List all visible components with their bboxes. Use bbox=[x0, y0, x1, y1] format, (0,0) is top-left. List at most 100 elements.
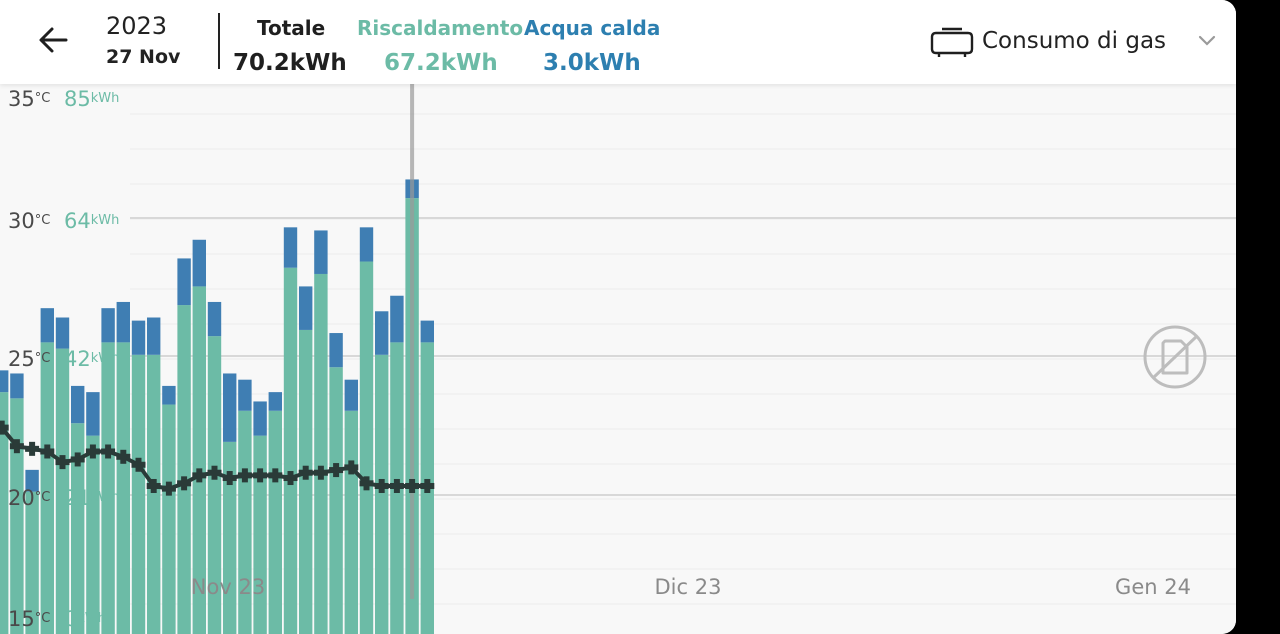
temp-axis-label: 20°C bbox=[8, 486, 50, 510]
hot-water-bar bbox=[314, 230, 328, 274]
total-label: Totale bbox=[257, 16, 326, 40]
temperature-point bbox=[9, 439, 24, 454]
hot-water-bar bbox=[420, 320, 434, 343]
hot-water-bar bbox=[25, 469, 39, 492]
hot-water-bar bbox=[238, 379, 252, 411]
temp-axis-label: 30°C bbox=[8, 209, 50, 233]
hot-water-bar bbox=[223, 373, 237, 442]
hot-water-bar bbox=[86, 392, 100, 436]
hot-water-bar bbox=[116, 301, 130, 343]
heating-bar bbox=[116, 342, 130, 634]
energy-axis-label: 0kWh bbox=[64, 607, 106, 631]
hot-water-value: 3.0kWh bbox=[543, 50, 641, 76]
temperature-point bbox=[131, 457, 146, 472]
chevron-down-icon bbox=[1198, 35, 1216, 46]
selection-cursor bbox=[410, 84, 415, 599]
hot-water-bar bbox=[253, 401, 267, 436]
hot-water-bar bbox=[131, 320, 146, 355]
heating-bar bbox=[40, 342, 54, 634]
temperature-point bbox=[237, 468, 252, 483]
temperature-point bbox=[116, 449, 131, 464]
heating-bar bbox=[177, 305, 191, 634]
heating-bar bbox=[86, 435, 100, 634]
radiator-icon bbox=[930, 27, 974, 57]
selected-year: 2023 bbox=[106, 12, 168, 40]
energy-axis-label: 64kWh bbox=[64, 209, 119, 233]
hot-water-bar bbox=[390, 295, 404, 343]
heating-bar bbox=[55, 348, 70, 634]
heating-bar bbox=[344, 410, 358, 634]
heating-bar bbox=[10, 398, 24, 634]
heating-bar bbox=[314, 273, 328, 634]
back-button[interactable] bbox=[32, 22, 76, 58]
hot-water-bar bbox=[299, 286, 313, 330]
gas-consumption-screen: 2023 27 Nov Totale 70.2kWh Riscaldamento… bbox=[0, 0, 1236, 634]
energy-axis-label: 85kWh bbox=[64, 87, 119, 111]
bars bbox=[0, 84, 434, 634]
temp-axis-label: 35°C bbox=[8, 87, 50, 111]
heating-bar bbox=[192, 286, 206, 634]
hot-water-bar bbox=[375, 311, 389, 355]
temperature-point bbox=[101, 444, 116, 459]
heating-bar bbox=[268, 410, 282, 634]
hot-water-bar bbox=[344, 379, 358, 411]
hot-water-bar bbox=[55, 317, 70, 349]
total-value: 70.2kWh bbox=[233, 50, 347, 76]
temperature-point bbox=[329, 463, 344, 478]
heating-bar bbox=[0, 392, 9, 634]
x-axis-label: Gen 24 bbox=[1115, 575, 1191, 599]
temperature-point bbox=[177, 476, 192, 491]
hot-water-bar bbox=[0, 370, 9, 393]
temperature-point bbox=[0, 420, 9, 435]
arrow-left-icon bbox=[39, 27, 68, 53]
consumption-chart[interactable]: 35°C 85kWh 30°C 64kWh 25°C 42kWh 20°C 21kWh 15°C… bbox=[0, 84, 1236, 634]
temperature-point bbox=[161, 481, 176, 496]
temperature-point bbox=[40, 444, 55, 459]
hot-water-bar bbox=[207, 301, 222, 337]
temperature-point bbox=[313, 465, 328, 480]
hot-water-bar bbox=[101, 308, 115, 343]
heating-bar bbox=[299, 329, 313, 634]
heating-bar bbox=[25, 491, 39, 634]
temperature-point bbox=[359, 476, 374, 491]
x-axis-label: Nov 23 bbox=[191, 575, 265, 599]
heating-bar bbox=[375, 354, 389, 634]
hot-water-bar bbox=[177, 258, 191, 306]
x-axis-label: Dic 23 bbox=[655, 575, 722, 599]
temperature-point bbox=[283, 471, 298, 486]
summary-header: 2023 27 Nov Totale 70.2kWh Riscaldamento… bbox=[0, 0, 1236, 84]
selected-day: 27 Nov bbox=[106, 46, 181, 68]
hot-water-bar bbox=[329, 333, 343, 368]
hot-water-bar bbox=[359, 227, 374, 262]
heating-bar bbox=[359, 261, 374, 634]
hot-water-label: Acqua calda bbox=[524, 16, 661, 40]
hot-water-bar bbox=[10, 373, 24, 399]
grid-lines bbox=[130, 113, 1236, 605]
temperature-point bbox=[298, 465, 313, 480]
heating-bar bbox=[253, 435, 267, 634]
heating-bar bbox=[329, 367, 343, 634]
heating-bar bbox=[207, 336, 222, 634]
temperature-point bbox=[146, 478, 161, 493]
heating-bar bbox=[101, 342, 115, 634]
heating-bar bbox=[162, 404, 176, 634]
heating-bar bbox=[131, 354, 146, 634]
temperature-point bbox=[222, 471, 237, 486]
no-data-icon bbox=[1143, 325, 1207, 389]
temperature-point bbox=[207, 465, 222, 480]
heating-value: 67.2kWh bbox=[384, 50, 498, 76]
header-divider bbox=[218, 13, 220, 69]
heating-bar bbox=[223, 441, 237, 634]
hot-water-bar bbox=[268, 392, 282, 411]
temperature-point bbox=[253, 468, 268, 483]
heating-bar bbox=[147, 354, 161, 634]
hot-water-bar bbox=[71, 385, 85, 424]
temperature-line bbox=[0, 420, 435, 496]
temperature-point bbox=[192, 468, 207, 483]
temperature-point bbox=[389, 478, 404, 493]
temperature-point bbox=[374, 478, 389, 493]
temperature-point bbox=[344, 460, 359, 475]
temperature-point bbox=[55, 455, 70, 470]
hot-water-bar bbox=[162, 385, 176, 405]
